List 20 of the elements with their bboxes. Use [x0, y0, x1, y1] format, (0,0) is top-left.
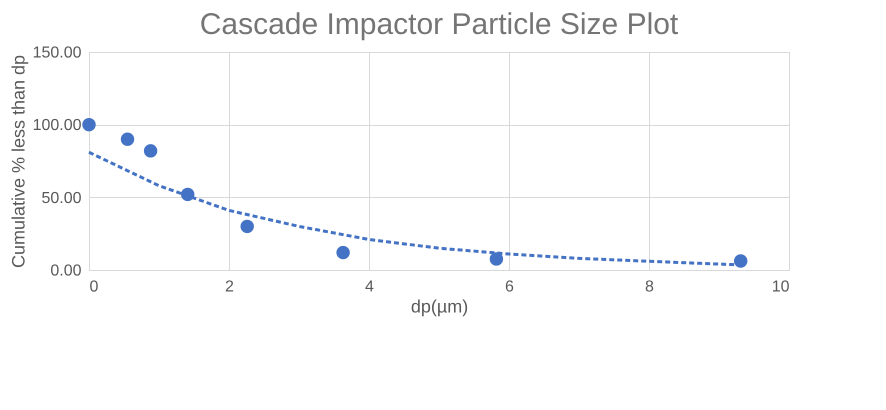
x-tick-label: 10	[772, 278, 790, 296]
x-tick-label: 6	[505, 278, 514, 296]
x-axis-title: dp(µm)	[410, 296, 468, 316]
point	[490, 252, 504, 266]
point	[120, 132, 134, 146]
y-axis-title: Cumulative % less than dp	[8, 54, 29, 268]
chart-title: Cascade Impactor Particle Size Plot	[200, 8, 679, 41]
x-tick-label: 0	[90, 278, 98, 296]
point	[240, 220, 254, 234]
point	[734, 254, 748, 268]
x-tick-label: 2	[225, 278, 234, 296]
y-tick-label: 100.00	[32, 117, 82, 134]
point	[144, 144, 158, 158]
y-tick-label: 150.00	[32, 44, 82, 62]
x-tick-label: 4	[365, 278, 374, 296]
point	[82, 118, 96, 132]
point	[336, 246, 350, 260]
x-tick-label: 8	[645, 278, 654, 296]
y-tick-label: 0.00	[50, 262, 82, 280]
y-tick-label: 50.00	[41, 190, 82, 207]
